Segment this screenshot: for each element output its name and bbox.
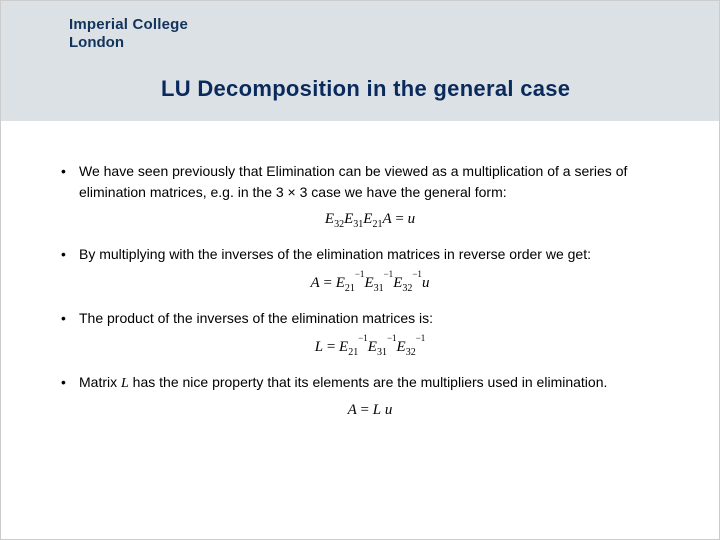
- content-area: • We have seen previously that Eliminati…: [1, 121, 719, 419]
- bullet-2-text: By multiplying with the inverses of the …: [79, 244, 679, 265]
- bullet-1: • We have seen previously that Eliminati…: [61, 161, 679, 203]
- equation-4: A = L u: [61, 402, 679, 419]
- bullet-1-text: We have seen previously that Elimination…: [79, 161, 679, 203]
- bullet-dot: •: [61, 244, 79, 265]
- bullet-dot: •: [61, 372, 79, 394]
- bullet-4: • Matrix L has the nice property that it…: [61, 372, 679, 394]
- logo: Imperial College London: [69, 16, 188, 51]
- equation-3: L = E21−1E31−1E32−1: [61, 337, 679, 358]
- bullet-dot: •: [61, 161, 79, 203]
- logo-line2: London: [69, 34, 188, 51]
- page-title: LU Decomposition in the general case: [161, 76, 570, 102]
- bullet-4-text: Matrix L has the nice property that its …: [79, 372, 679, 394]
- equation-1: E32E31E21A = u: [61, 211, 679, 230]
- header-bar: Imperial College London LU Decomposition…: [1, 1, 719, 121]
- equation-2: A = E21−1E31−1E32−1u: [61, 273, 679, 294]
- bullet-3: • The product of the inverses of the eli…: [61, 308, 679, 329]
- bullet-2: • By multiplying with the inverses of th…: [61, 244, 679, 265]
- bullet-3-text: The product of the inverses of the elimi…: [79, 308, 679, 329]
- bullet-dot: •: [61, 308, 79, 329]
- logo-line1: Imperial College: [69, 16, 188, 33]
